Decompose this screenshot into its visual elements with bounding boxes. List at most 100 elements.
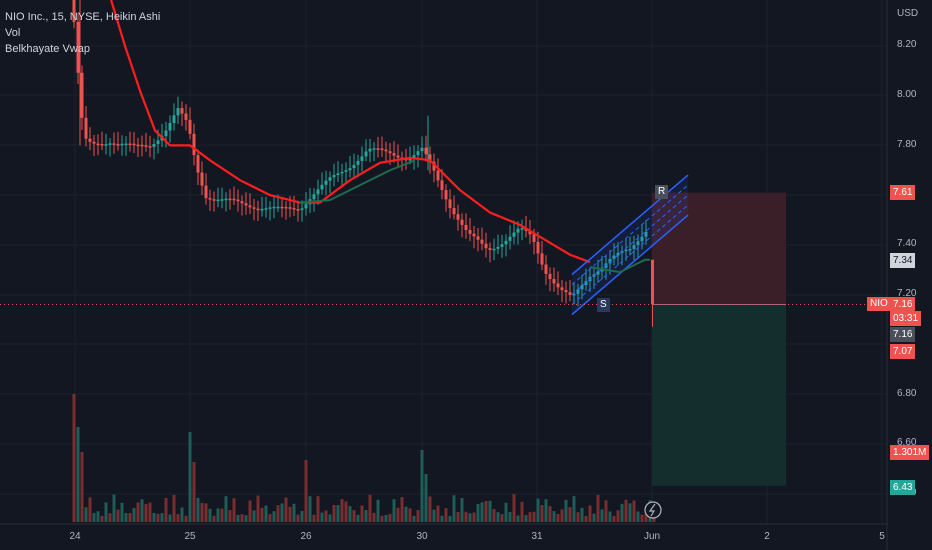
- volume-bar: [324, 510, 328, 522]
- candle-body: [548, 273, 552, 280]
- volume-bar: [360, 505, 364, 522]
- candle-body: [520, 228, 524, 230]
- candle-body: [452, 208, 456, 215]
- volume-bar: [416, 509, 420, 522]
- regression-channel[interactable]: [571, 174, 689, 316]
- volume-bar: [412, 515, 416, 522]
- stop-price-badge: 7.61: [890, 185, 916, 200]
- volume-bar: [280, 503, 284, 522]
- chart-legend: NIO Inc., 15, NYSE, Heikin Ashi Vol Belk…: [5, 9, 160, 57]
- target-price-badge: 6.43: [890, 480, 916, 495]
- candle-body: [108, 143, 112, 145]
- volume-bar: [536, 498, 540, 522]
- support-label[interactable]: S: [597, 298, 610, 312]
- x-tick: 31: [531, 531, 543, 542]
- volume-bar: [160, 513, 164, 522]
- candle-body: [144, 145, 148, 147]
- volume-bar: [496, 512, 500, 522]
- volume-bar: [128, 513, 132, 522]
- volume-bar: [376, 499, 380, 522]
- volume-bar: [112, 494, 116, 522]
- candle-body: [392, 153, 396, 156]
- x-tick: 2: [764, 531, 770, 542]
- candle-body: [132, 143, 136, 146]
- resistance-label[interactable]: R: [655, 185, 669, 199]
- volume-bar: [556, 513, 560, 522]
- stop-loss-zone[interactable]: [652, 192, 786, 305]
- volume-bar: [144, 504, 148, 522]
- volume-bar: [520, 501, 524, 522]
- y-tick: 8.20: [897, 39, 917, 50]
- candle-body: [352, 164, 356, 169]
- candle-body: [468, 230, 472, 234]
- volume-bar: [208, 508, 212, 522]
- volume-bar: [284, 497, 288, 522]
- symbol-title[interactable]: NIO Inc., 15, NYSE, Heikin Ashi: [5, 11, 161, 23]
- volume-bar: [436, 505, 440, 522]
- candle-body: [372, 148, 376, 150]
- volume-bar: [228, 510, 232, 522]
- bar-countdown: 03:31: [890, 311, 922, 326]
- candle-body: [320, 184, 324, 190]
- candle-body: [116, 144, 120, 146]
- candle-body: [560, 287, 564, 291]
- volume-bar: [216, 508, 220, 522]
- volume-bar: [272, 511, 276, 522]
- candle-body: [500, 244, 504, 247]
- candle-body: [364, 151, 368, 157]
- candle-body: [312, 194, 316, 200]
- volume-bar: [472, 512, 476, 522]
- candle-body: [636, 241, 640, 246]
- candle-body: [208, 198, 212, 200]
- volume-bar: [544, 499, 548, 522]
- volume-bar: [244, 515, 248, 522]
- candle-body: [280, 206, 284, 209]
- volume-bar: [396, 507, 400, 522]
- volume-bar: [192, 462, 196, 522]
- volume-bar: [96, 511, 100, 522]
- volume-bar: [220, 508, 224, 522]
- candle-body: [516, 228, 520, 233]
- volume-bar: [568, 507, 572, 522]
- volume-bar: [624, 499, 628, 522]
- y-tick: 7.20: [897, 288, 917, 299]
- vwap-indicator-label[interactable]: Belkhayate Vwap: [5, 43, 90, 55]
- volume-bar: [276, 505, 280, 522]
- volume-bar: [608, 511, 612, 522]
- volume-bar: [100, 515, 104, 522]
- candle-body: [136, 144, 140, 147]
- volume-bar: [628, 503, 632, 522]
- y-tick: 8.00: [897, 89, 917, 100]
- candle-body: [388, 151, 392, 154]
- volume-bar: [400, 497, 404, 522]
- candle-body: [244, 203, 248, 206]
- candle-body: [456, 214, 460, 220]
- candle-body: [92, 141, 96, 144]
- candle-body: [552, 279, 556, 284]
- candle-body: [152, 144, 156, 147]
- candle-body: [172, 115, 176, 123]
- candle-body: [416, 151, 420, 156]
- volume-bar: [424, 474, 428, 522]
- volume-bar: [584, 515, 588, 522]
- candle-body: [268, 207, 272, 209]
- volume-bar: [336, 505, 340, 522]
- volume-bar: [592, 513, 596, 522]
- replay-icon[interactable]: [644, 501, 662, 519]
- volume-bar: [152, 512, 156, 522]
- candle-body: [328, 177, 332, 181]
- take-profit-zone[interactable]: [652, 304, 786, 486]
- volume-bar: [500, 514, 504, 522]
- volume-bar: [620, 503, 624, 522]
- volume-indicator-label[interactable]: Vol: [5, 27, 21, 39]
- volume-bar: [104, 502, 108, 522]
- candle-body: [380, 148, 384, 151]
- volume-bar: [600, 509, 604, 522]
- volume-bar: [124, 513, 128, 522]
- low-price-badge: 7.07: [890, 344, 916, 359]
- volume-bar: [444, 508, 448, 522]
- volume-bar: [300, 511, 304, 522]
- volume-bar: [332, 504, 336, 522]
- candle-body: [464, 224, 468, 231]
